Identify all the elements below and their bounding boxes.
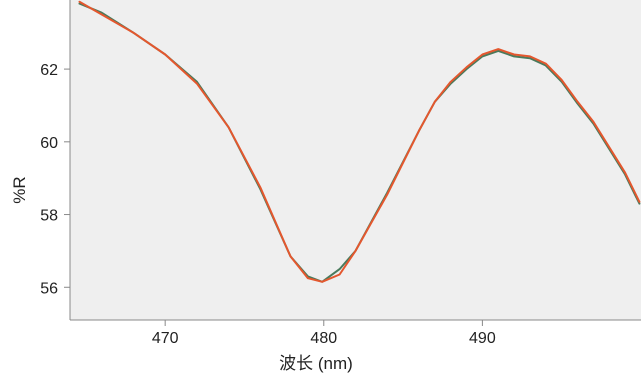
x-tick-label: 470	[152, 330, 179, 347]
y-tick-label: 56	[40, 280, 58, 297]
y-tick-label: 58	[40, 208, 58, 225]
y-axis-label: %R	[10, 176, 29, 203]
y-ticks: 56 58 60 62	[40, 62, 70, 297]
y-tick-label: 60	[40, 135, 58, 152]
x-tick-label: 490	[469, 330, 496, 347]
x-tick-label: 480	[310, 330, 337, 347]
x-axis-label: 波长 (nm)	[279, 354, 353, 373]
x-ticks: 470 480 490	[152, 320, 496, 347]
series-line-2	[78, 0, 641, 283]
y-tick-label: 62	[40, 62, 58, 79]
series-layer	[78, 0, 641, 283]
